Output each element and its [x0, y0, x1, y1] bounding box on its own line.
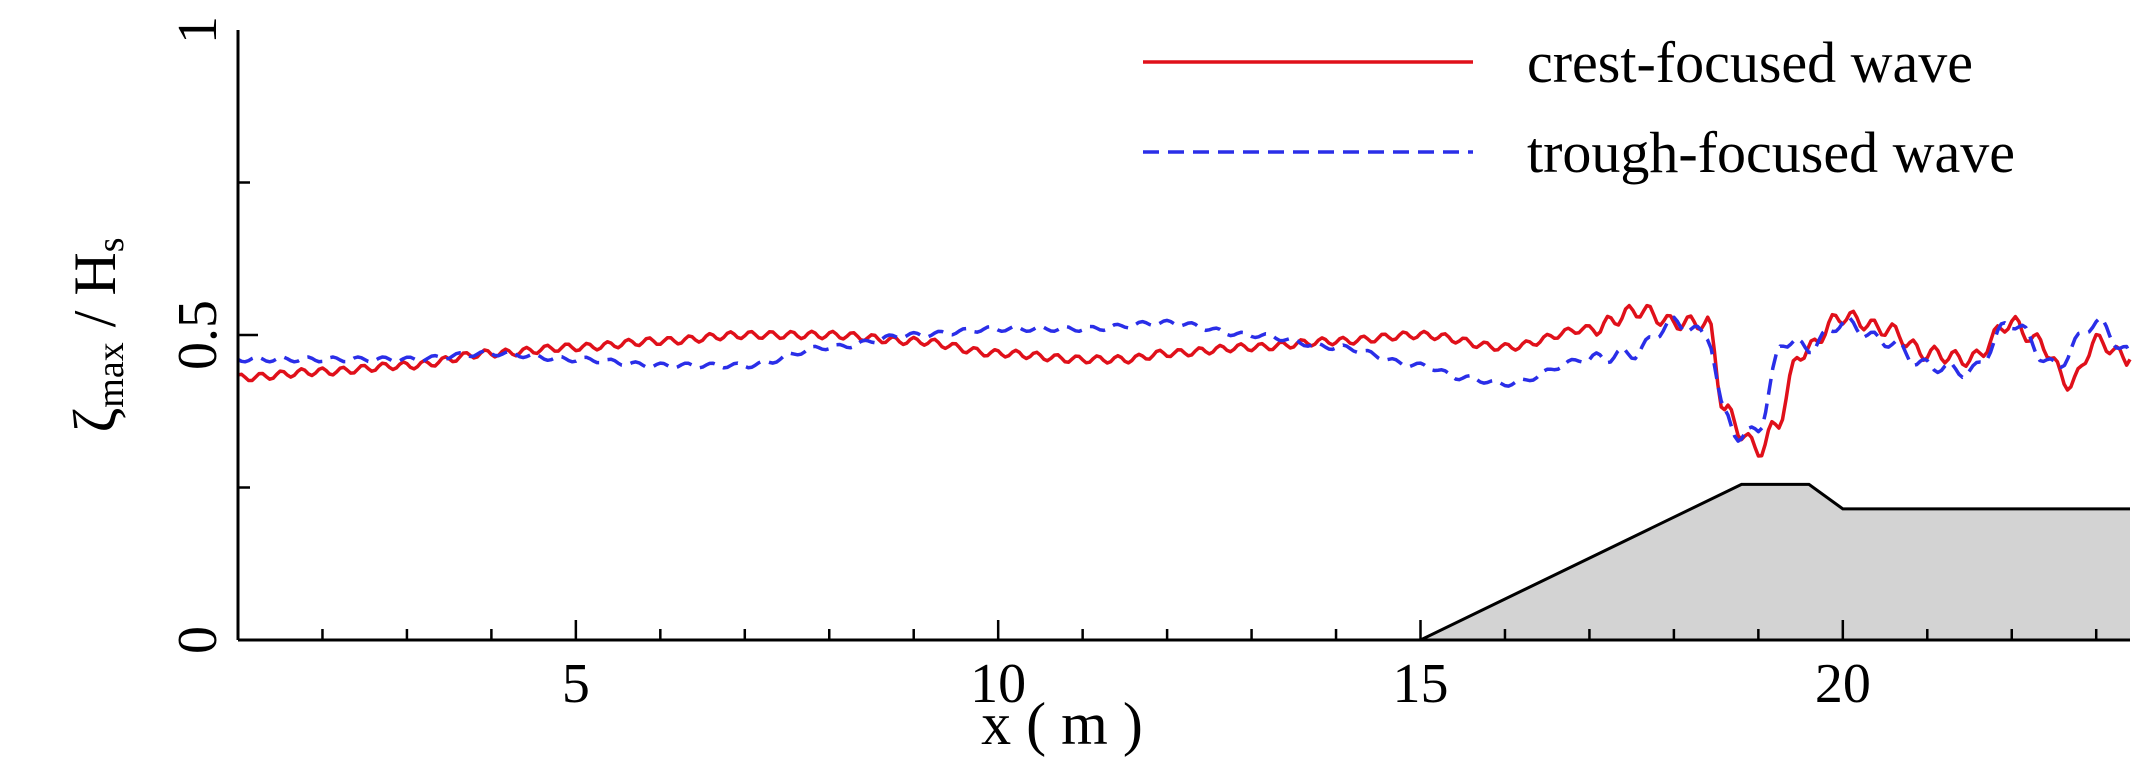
y-label-subscript: max	[90, 342, 132, 407]
bathymetry-outline	[1419, 482, 2130, 642]
y-tick-label: 0.5	[167, 300, 229, 370]
series-layer	[237, 303, 2132, 458]
bathymetry-layer	[1419, 482, 2130, 642]
x-tick-label: 5	[562, 653, 590, 715]
y-label-symbol: ζ	[62, 408, 128, 433]
legend: crest-focused wave trough-focused wave	[1143, 30, 2015, 185]
x-tick-label: 20	[1815, 653, 1871, 715]
bathymetry-fill	[1420, 484, 2130, 640]
series-line-crest-focused	[237, 303, 2132, 458]
label-layer: x ( m ) ζmax / Hs	[62, 237, 1143, 757]
x-axis-label: x ( m )	[981, 691, 1143, 757]
tick-layer: 5 10 15 20 0 0.5 1	[167, 16, 2098, 715]
series-line-trough-focused	[237, 315, 2132, 443]
y-label-divider: / H	[62, 252, 128, 342]
legend-label-trough-focused: trough-focused wave	[1527, 120, 2015, 185]
legend-label-crest-focused: crest-focused wave	[1527, 30, 1973, 95]
y-label-subscript-s: s	[90, 237, 132, 252]
y-axis-label: ζmax / Hs	[62, 237, 132, 432]
x-tick-label: 10	[970, 653, 1026, 715]
y-tick-label: 1	[167, 16, 229, 44]
x-tick-label: 15	[1393, 653, 1449, 715]
y-tick-label: 0	[167, 626, 229, 654]
